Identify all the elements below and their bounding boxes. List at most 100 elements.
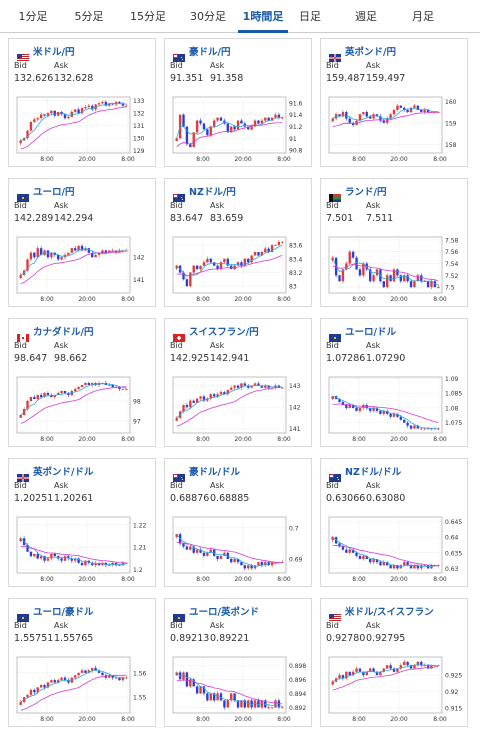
tab-timeframe-5[interactable]: 日足 [299,10,321,23]
candle [413,665,416,669]
currency-pair-link[interactable]: ユーロ/円 [33,187,75,198]
candle [331,681,334,685]
ask-label: Ask [210,201,225,210]
currency-pair-link[interactable]: ユーロ/豪ドル [33,607,94,618]
candle [60,677,63,681]
candle [185,672,189,687]
currency-card[interactable]: 英ポンド/ドル Bid Ask 1.20251 1.20261 1.22 1.21 1.2 8:… [8,458,156,587]
currency-card[interactable]: 米ドル/円 Bid Ask 132.626 132.628 133 132 131 130 129… [8,38,156,167]
card-header: ランド/円 [329,185,387,202]
tab-timeframe-0[interactable]: 1分足 [18,10,48,23]
y-tick-label: 91.2 [289,124,303,131]
currency-pair-link[interactable]: 米ドル/円 [33,47,75,58]
currency-card[interactable]: 豪ドル/ドル Bid Ask 0.68876 0.68885 0.7 0.69 8:00 20:… [164,458,312,587]
chart-frame [172,96,287,154]
tab-timeframe-2[interactable]: 15分足 [130,10,166,23]
tab-timeframe-7[interactable]: 月足 [412,10,434,23]
candle [243,258,247,266]
bid-label: Bid [14,341,27,350]
candle [389,275,392,282]
currency-pair-link[interactable]: 米ドル/スイスフラン [345,607,434,618]
candle [416,425,420,429]
candle [247,258,250,263]
candle [216,693,219,701]
flag-icon [329,187,341,202]
candle [125,562,128,564]
currency-card[interactable]: ユーロ/豪ドル Bid Ask 1.55751 1.55765 1.56 1.55 8:00 2… [8,598,156,727]
currency-pair-link[interactable]: スイスフラン/円 [189,327,259,338]
y-tick-label: 1.085 [445,391,462,398]
candle [212,120,216,127]
currency-pair-link[interactable]: 豪ドル/円 [189,47,231,58]
currency-pair-link[interactable]: 英ポンド/円 [345,47,396,58]
currency-card[interactable]: 米ドル/スイスフラン Bid Ask 0.92780 0.92795 0.925 0.92 0… [320,598,468,727]
x-tick-label: 8:00 [40,716,54,723]
currency-card[interactable]: 英ポンド/円 Bid Ask 159.487 159.497 160 159 158 8:00 2… [320,38,468,167]
currency-pair-link[interactable]: 英ポンド/ドル [33,467,94,478]
bid-value: 91.351 [170,73,204,84]
tab-timeframe-6[interactable]: 週足 [355,10,377,23]
currency-pair-link[interactable]: ユーロ/ドル [345,327,396,338]
x-tick-label: 8:00 [196,576,210,583]
candle [230,693,233,701]
candle [77,387,80,389]
candle [46,113,50,116]
candle [270,117,274,121]
currency-card[interactable]: ユーロ/ドル Bid Ask 1.07286 1.07290 1.09 1.085 1.08 1… [320,318,468,447]
currency-pair-link[interactable]: カナダドル/円 [33,327,94,338]
currency-pair-link[interactable]: ユーロ/英ポンド [189,607,259,618]
candle [253,120,257,127]
card-header: カナダドル/円 [17,325,94,342]
currency-pair-link[interactable]: 豪ドル/ドル [189,467,240,478]
candle [182,405,185,412]
candle [392,269,396,282]
tab-timeframe-3[interactable]: 30分足 [190,10,226,23]
y-tick-label: 0.896 [289,677,306,684]
currency-pair-link[interactable]: NZドル/円 [189,187,236,198]
candle [50,680,53,683]
candle [240,120,243,124]
candle [77,558,80,563]
chart-frame [16,96,131,154]
candle [348,118,351,123]
currency-card[interactable]: ユーロ/英ポンド Bid Ask 0.89213 0.89221 0.898 0.896 0.… [164,598,312,727]
candle [195,686,199,694]
x-tick-label: 20:00 [390,156,407,163]
currency-pair-link[interactable]: NZドル/ドル [345,467,402,478]
y-tick-label: 1.09 [445,376,459,383]
currency-card[interactable]: ランド/円 Bid Ask 7.501 7.511 7.58 7.56 7.54 7.52 7.5… [320,178,468,307]
x-tick-label: 8:00 [121,716,135,723]
candle [281,241,284,243]
candle [355,407,358,411]
candle [389,665,392,669]
candle [345,671,348,679]
candle [426,281,430,288]
currency-card[interactable]: ユーロ/円 Bid Ask 142.289 142.294 142 141 8:00 20:00… [8,178,156,307]
candle [341,112,345,117]
candle [46,682,50,688]
candle [212,262,216,266]
candle [368,559,372,563]
currency-card[interactable]: NZドル/ドル Bid Ask 0.63066 0.63080 0.645 0.64 0.63… [320,458,468,587]
bid-label: Bid [170,621,183,630]
candle [19,415,22,418]
candle [358,114,362,121]
candle [257,252,260,256]
x-tick-label: 8:00 [196,296,210,303]
candle [233,559,236,563]
currency-card[interactable]: NZドル/円 Bid Ask 83.647 83.659 83.6 83.4 83.2 83 8:… [164,178,312,307]
tab-timeframe-1[interactable]: 5分足 [74,10,104,23]
candle [182,114,185,127]
candle [216,555,219,559]
candle [19,538,22,542]
currency-card[interactable]: 豪ドル/円 Bid Ask 91.351 91.358 91.6 91.4 91.2 91 90.… [164,38,312,167]
candle [43,393,46,397]
tab-timeframe-4[interactable]: 1時間足 [238,0,288,33]
currency-card[interactable]: カナダドル/円 Bid Ask 98.647 98.662 98 97 8:00 20:00 8:… [8,318,156,447]
flag-icon [17,327,29,342]
short-moving-average-line [332,664,439,683]
currency-card[interactable]: スイスフラン/円 Bid Ask 142.925 142.941 143 142 141 8:0… [164,318,312,447]
currency-pair-link[interactable]: ランド/円 [345,187,387,198]
candle [63,556,67,561]
candle [396,105,399,110]
